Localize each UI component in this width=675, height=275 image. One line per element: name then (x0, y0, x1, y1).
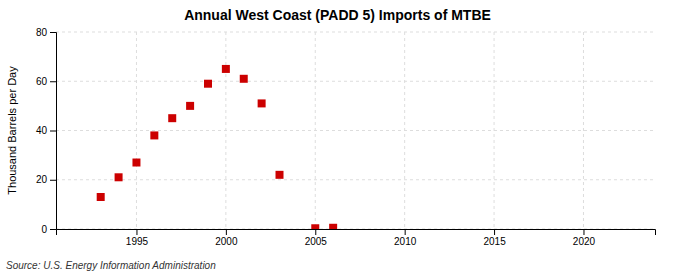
x-tick-mark (136, 229, 137, 235)
y-tick-label: 40 (36, 125, 48, 136)
point (276, 171, 284, 179)
y-axis: 0 20 40 60 80 (36, 27, 57, 235)
point (311, 224, 319, 229)
y-axis-line (50, 33, 57, 230)
point (204, 80, 212, 88)
x-tick-label: 2000 (215, 236, 238, 247)
point (168, 114, 176, 122)
y-axis-label: Thousand Barrels per Day (6, 66, 18, 195)
y-grid-line (56, 179, 655, 180)
x-tick: 2005 (305, 229, 328, 247)
y-tick-mark (50, 229, 56, 230)
point (222, 65, 230, 73)
plot-area: 1995 2000 2005 2010 2015 2020 0 20 40 60 80 (36, 27, 656, 247)
grid (56, 32, 655, 229)
point (150, 131, 158, 139)
x-tick: 2000 (215, 229, 238, 247)
x-tick: 2020 (573, 229, 596, 247)
x-grid-line (583, 32, 584, 229)
point (240, 75, 248, 83)
y-tick-mark (50, 32, 56, 33)
x-tick-label: 2010 (394, 236, 417, 247)
y-grid-line (56, 81, 655, 82)
x-tick-mark (583, 229, 584, 235)
point (186, 102, 194, 110)
y-tick-mark (50, 180, 56, 181)
y-tick: 20 (36, 174, 56, 185)
x-tick-mark (226, 229, 227, 235)
y-tick: 80 (36, 27, 56, 38)
x-axis: 1995 2000 2005 2010 2015 2020 (57, 229, 656, 247)
x-tick-mark (405, 229, 406, 235)
x-tick-label: 1995 (126, 236, 149, 247)
point (258, 99, 266, 107)
x-tick-mark (494, 229, 495, 235)
y-tick: 60 (36, 76, 56, 87)
y-grid-line (56, 130, 655, 131)
point (115, 173, 123, 181)
title: Annual West Coast (PADD 5) Imports of MT… (184, 7, 491, 23)
point (329, 224, 337, 229)
y-tick-label: 0 (41, 224, 47, 235)
x-tick: 1995 (126, 229, 149, 247)
annotation: Source: U.S. Energy Information Administ… (6, 260, 216, 271)
x-tick-label: 2005 (305, 236, 328, 247)
y-tick-label: 60 (36, 76, 48, 87)
y-tick-label: 20 (36, 174, 48, 185)
y-tick-label: 80 (36, 27, 48, 38)
y-tick: 40 (36, 125, 56, 136)
points (97, 65, 337, 229)
x-tick-label: 2020 (573, 236, 596, 247)
y-tick-mark (50, 81, 56, 82)
x-tick-label: 2015 (483, 236, 506, 247)
y-grid-line (56, 32, 655, 33)
x-axis-line (57, 230, 656, 236)
point (97, 193, 105, 201)
x-tick-mark (315, 229, 316, 235)
x-tick: 2010 (394, 229, 417, 247)
chart-svg: 1995 2000 2005 2010 2015 2020 0 20 40 60 80 Annual … (0, 0, 675, 275)
y-tick-mark (50, 131, 56, 132)
point (132, 159, 140, 167)
x-tick: 2015 (483, 229, 506, 247)
y-tick: 0 (41, 224, 56, 235)
